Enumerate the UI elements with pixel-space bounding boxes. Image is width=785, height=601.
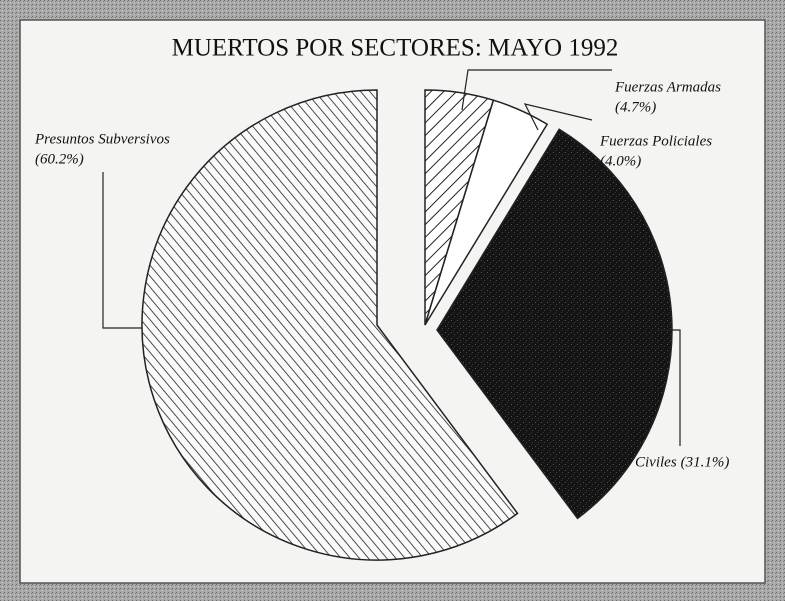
pie-slice — [424, 99, 549, 326]
slice-value-label: (31.1%) — [681, 454, 730, 470]
chart-title: MUERTOS POR SECTORES: MAYO 1992 — [172, 35, 619, 62]
slice-value-label: (4.7%) — [615, 99, 656, 115]
leader-line — [658, 329, 681, 446]
leader-line — [461, 69, 612, 111]
leader-line — [523, 103, 593, 131]
slice-value-label: (60.2%) — [35, 151, 84, 167]
pie-slice — [141, 89, 519, 561]
slice-label: Fuerzas Armadas — [614, 79, 721, 95]
slice-label: Fuerzas Policiales — [599, 133, 712, 149]
slice-label: Civiles — [635, 454, 677, 470]
slice-value-label: (4.0%) — [600, 153, 641, 169]
pie-slice — [436, 128, 673, 520]
leader-line — [102, 172, 142, 329]
slice-label: Presuntos Subversivos — [34, 131, 170, 147]
